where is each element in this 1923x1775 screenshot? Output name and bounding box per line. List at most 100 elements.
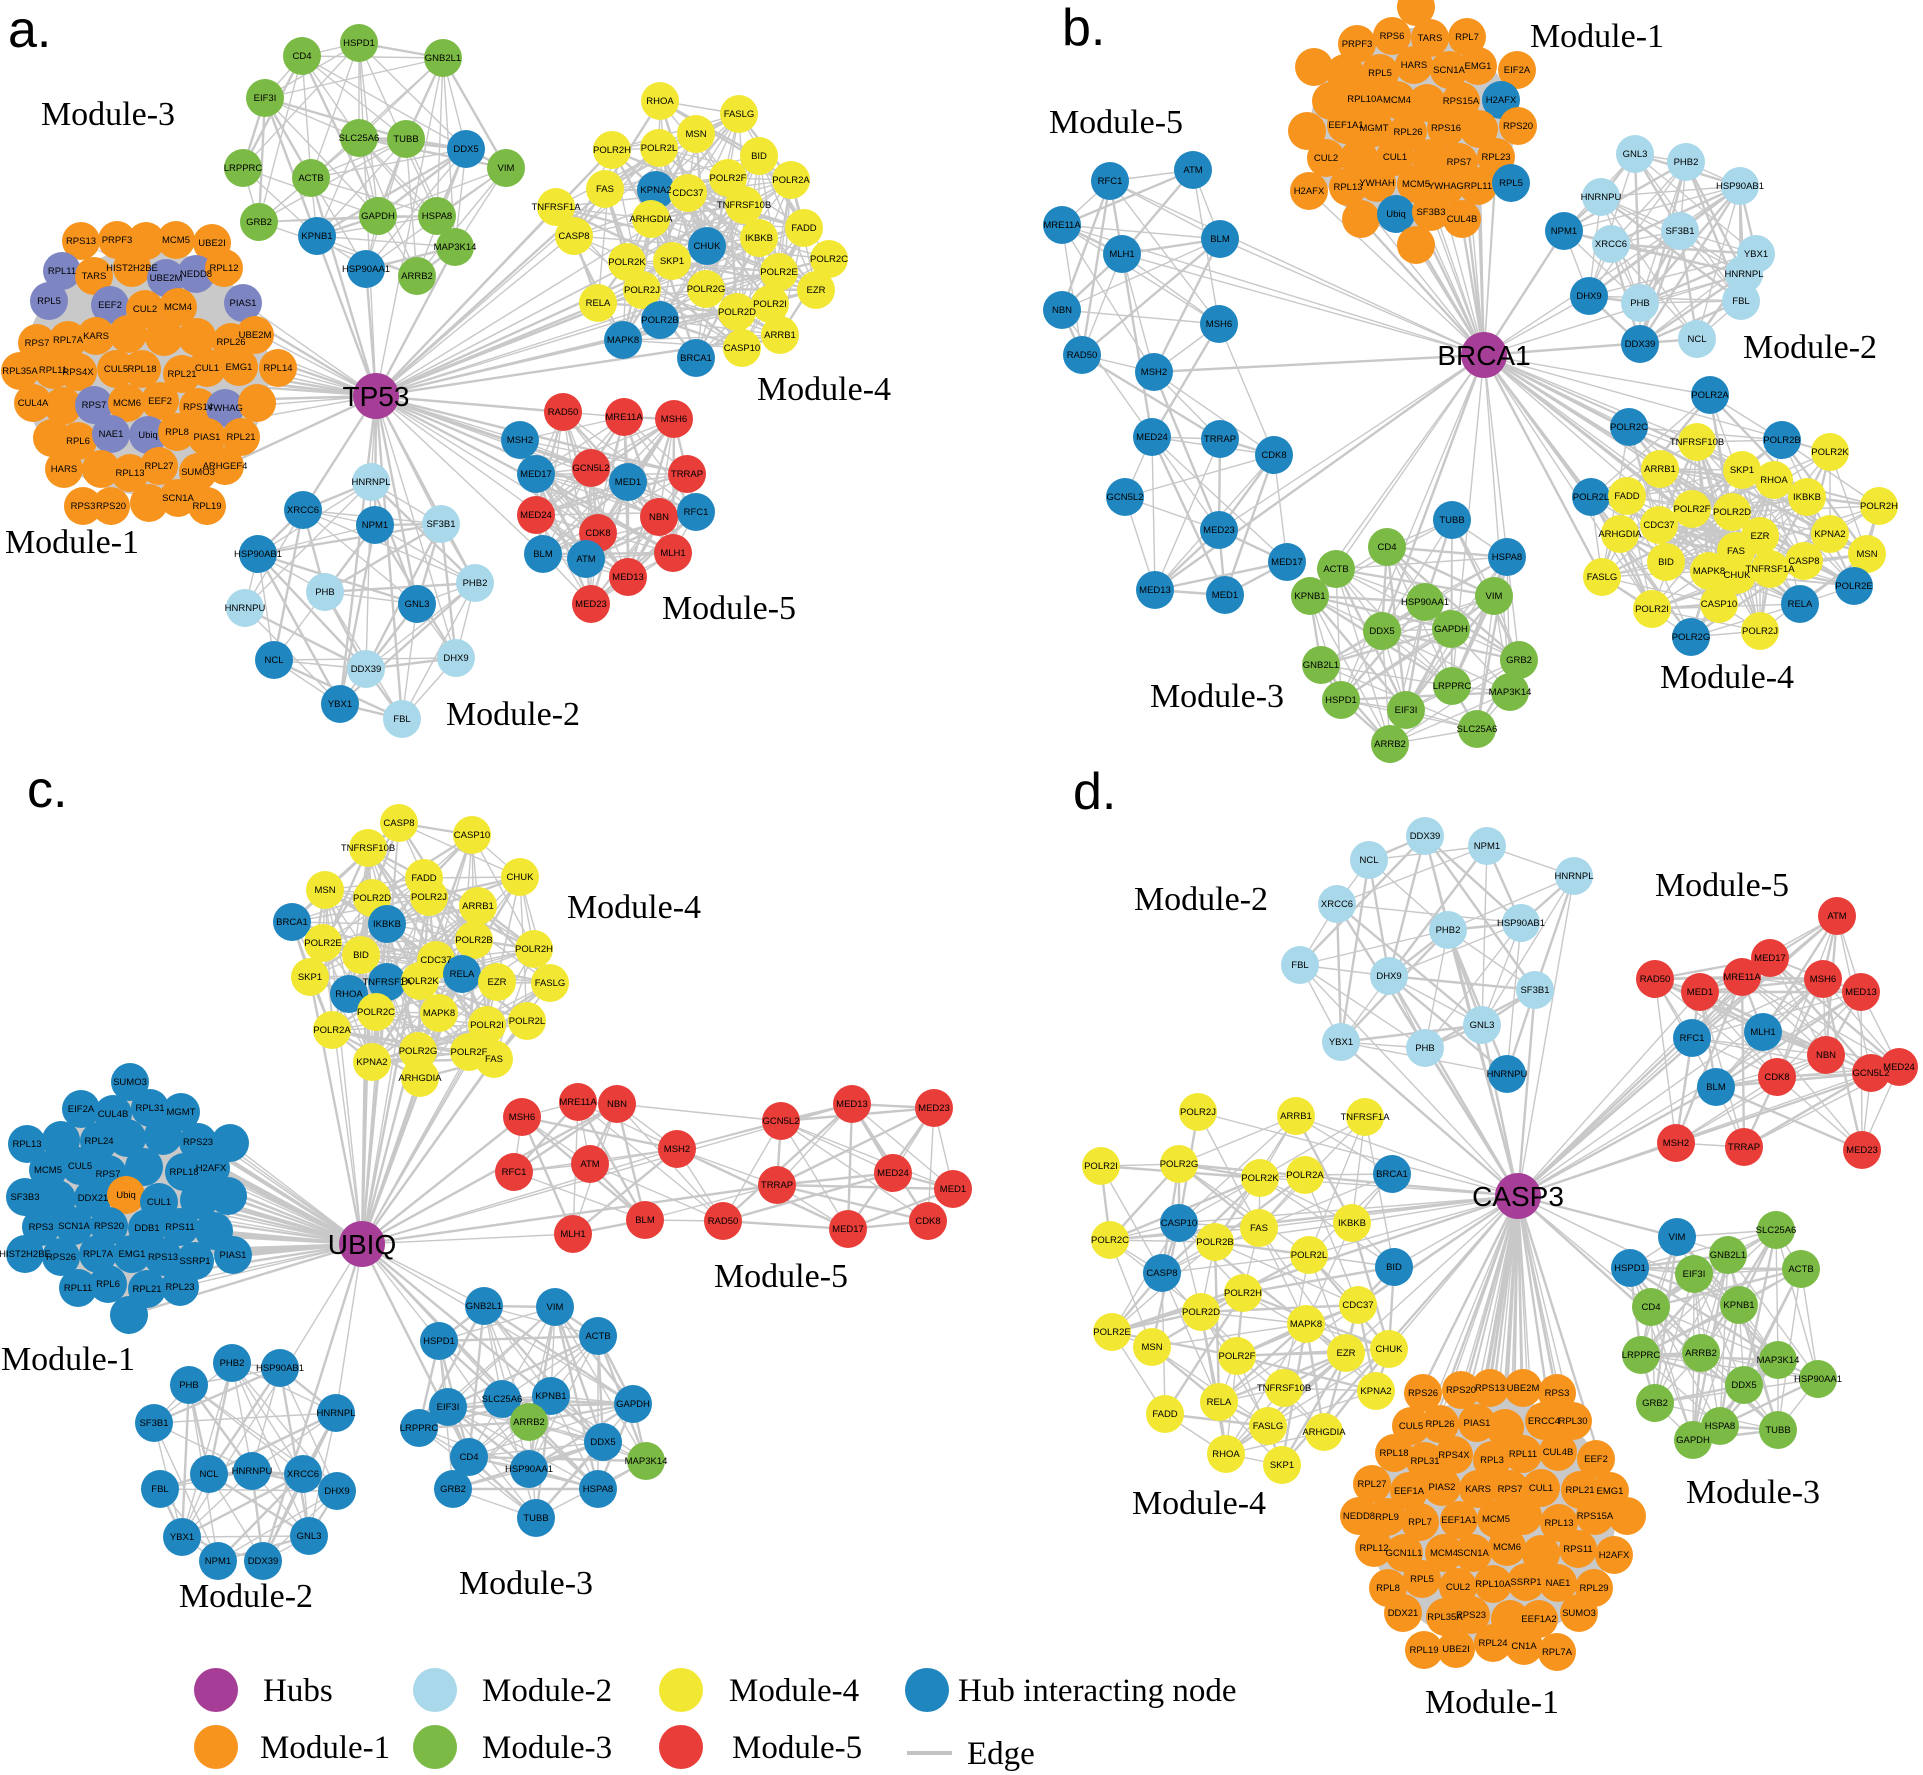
svg-text:RPS6: RPS6 — [1380, 31, 1405, 42]
svg-text:MSH2: MSH2 — [507, 435, 533, 446]
svg-text:CUL1: CUL1 — [1383, 152, 1407, 163]
svg-text:EIF2A: EIF2A — [68, 1104, 95, 1115]
svg-text:POLR2E: POLR2E — [1835, 581, 1873, 592]
svg-text:MED1: MED1 — [940, 1184, 966, 1195]
svg-text:YBX1: YBX1 — [170, 1532, 194, 1543]
svg-text:H2AFX: H2AFX — [1294, 186, 1325, 197]
svg-text:POLR2I: POLR2I — [753, 299, 787, 310]
svg-text:RPS13: RPS13 — [1475, 1383, 1505, 1394]
svg-text:SCN1A: SCN1A — [58, 1221, 90, 1232]
svg-text:RPS4X: RPS4X — [62, 367, 94, 378]
svg-text:CD4: CD4 — [1641, 1302, 1660, 1313]
svg-text:MLH1: MLH1 — [1750, 1027, 1775, 1038]
svg-text:MED17: MED17 — [520, 469, 552, 480]
svg-text:RPL5: RPL5 — [37, 296, 61, 307]
svg-text:GNB2L1: GNB2L1 — [466, 1301, 502, 1312]
svg-text:RPL11: RPL11 — [48, 266, 76, 277]
svg-text:GNB2L1: GNB2L1 — [1710, 1250, 1746, 1261]
svg-text:MAPK8: MAPK8 — [1693, 566, 1725, 577]
svg-text:ARHGDIA: ARHGDIA — [398, 1073, 442, 1084]
svg-text:TUBB: TUBB — [393, 134, 418, 145]
svg-text:RPS13: RPS13 — [66, 236, 96, 247]
svg-text:CD4: CD4 — [459, 1452, 478, 1463]
svg-text:ACTB: ACTB — [585, 1331, 610, 1342]
svg-text:YWHAG: YWHAG — [1428, 181, 1464, 192]
svg-text:MAPK8: MAPK8 — [1290, 1319, 1322, 1330]
svg-text:DHX9: DHX9 — [443, 653, 468, 664]
svg-text:POLR2F: POLR2F — [1219, 1351, 1256, 1362]
svg-text:GNB2L1: GNB2L1 — [425, 53, 461, 64]
svg-text:HSP90AA1: HSP90AA1 — [1401, 597, 1449, 608]
svg-text:PRPF3: PRPF3 — [102, 235, 133, 246]
svg-text:MCM5: MCM5 — [162, 235, 190, 246]
svg-text:MAPK8: MAPK8 — [423, 1008, 455, 1019]
svg-text:MED23: MED23 — [918, 1103, 950, 1114]
svg-text:RPS3: RPS3 — [1545, 1388, 1570, 1399]
svg-text:ARRB2: ARRB2 — [1685, 1348, 1717, 1359]
svg-text:POLR2D: POLR2D — [1182, 1307, 1220, 1318]
svg-text:NCL: NCL — [199, 1469, 218, 1480]
svg-text:SLC25A6: SLC25A6 — [482, 1394, 523, 1405]
svg-text:SCN1A: SCN1A — [1433, 65, 1465, 76]
svg-text:RPS20: RPS20 — [1503, 121, 1533, 132]
svg-text:EMG1: EMG1 — [226, 362, 253, 373]
svg-text:Module-4: Module-4 — [567, 889, 701, 926]
svg-text:MED1: MED1 — [615, 477, 641, 488]
svg-text:Module-1: Module-1 — [1425, 1684, 1559, 1721]
svg-text:YBX1: YBX1 — [1329, 1037, 1353, 1048]
svg-text:DHX9: DHX9 — [1376, 971, 1401, 982]
svg-text:HSPD1: HSPD1 — [1614, 1263, 1646, 1274]
svg-text:BRCA1: BRCA1 — [1437, 340, 1530, 371]
svg-text:FBL: FBL — [393, 714, 410, 725]
svg-text:POLR2D: POLR2D — [353, 893, 391, 904]
svg-text:KARS: KARS — [1465, 1484, 1491, 1495]
svg-text:SF3B3: SF3B3 — [1416, 207, 1445, 218]
svg-text:RHOA: RHOA — [646, 96, 674, 107]
svg-text:RPL13: RPL13 — [1333, 182, 1362, 193]
svg-text:BRCA1: BRCA1 — [680, 353, 712, 364]
svg-text:MED24: MED24 — [1883, 1062, 1915, 1073]
svg-text:NBN: NBN — [1816, 1050, 1836, 1061]
svg-text:POLR2J: POLR2J — [411, 892, 447, 903]
svg-text:DDX5: DDX5 — [453, 144, 478, 155]
svg-text:PHB2: PHB2 — [220, 1358, 245, 1369]
svg-text:CHUK: CHUK — [1724, 570, 1752, 581]
svg-text:TNFRSF1A: TNFRSF1A — [1340, 1112, 1390, 1123]
svg-text:RPL11: RPL11 — [1464, 181, 1492, 192]
svg-text:MED13: MED13 — [612, 572, 644, 583]
svg-text:HSPD1: HSPD1 — [423, 1336, 455, 1347]
svg-text:MAPK8: MAPK8 — [607, 335, 639, 346]
svg-text:PHB: PHB — [1630, 298, 1650, 309]
svg-text:NBN: NBN — [1052, 305, 1072, 316]
svg-text:DHX9: DHX9 — [1576, 291, 1601, 302]
svg-text:TNFRSF10B: TNFRSF10B — [341, 843, 395, 854]
svg-text:GAPDH: GAPDH — [361, 211, 395, 222]
svg-text:GCN5L2: GCN5L2 — [573, 463, 610, 474]
svg-text:POLR2C: POLR2C — [1091, 1235, 1129, 1246]
svg-text:Module-4: Module-4 — [757, 371, 891, 408]
svg-text:RPS23: RPS23 — [183, 1137, 213, 1148]
svg-text:MAP3K14: MAP3K14 — [434, 242, 477, 253]
svg-text:EMG1: EMG1 — [119, 1249, 146, 1260]
svg-text:YBX1: YBX1 — [1744, 249, 1768, 260]
svg-text:Module-5: Module-5 — [662, 590, 796, 627]
svg-text:POLR2G: POLR2G — [1160, 1159, 1199, 1170]
svg-text:CASP3: CASP3 — [1472, 1181, 1564, 1212]
svg-text:ACTB: ACTB — [298, 173, 323, 184]
svg-text:BLM: BLM — [635, 1215, 655, 1226]
svg-text:RPL7A: RPL7A — [83, 1249, 114, 1260]
svg-text:UBE2I: UBE2I — [1442, 1644, 1469, 1655]
svg-text:EIF3I: EIF3I — [1683, 1269, 1706, 1280]
svg-text:TNFRSF1A: TNFRSF1A — [1745, 564, 1795, 575]
svg-text:MED13: MED13 — [1139, 585, 1171, 596]
svg-text:RPS3: RPS3 — [29, 1222, 54, 1233]
svg-text:ARHGDIA: ARHGDIA — [1598, 529, 1642, 540]
svg-text:POLR2G: POLR2G — [399, 1046, 438, 1057]
svg-text:FAS: FAS — [485, 1054, 503, 1065]
svg-text:UBE2M: UBE2M — [150, 273, 183, 284]
svg-text:CASP8: CASP8 — [383, 818, 414, 829]
svg-text:VIM: VIM — [1669, 1232, 1686, 1243]
svg-text:XRCC6: XRCC6 — [1321, 899, 1353, 910]
svg-text:HARS: HARS — [1401, 60, 1427, 71]
svg-text:POLR2A: POLR2A — [1691, 390, 1729, 401]
